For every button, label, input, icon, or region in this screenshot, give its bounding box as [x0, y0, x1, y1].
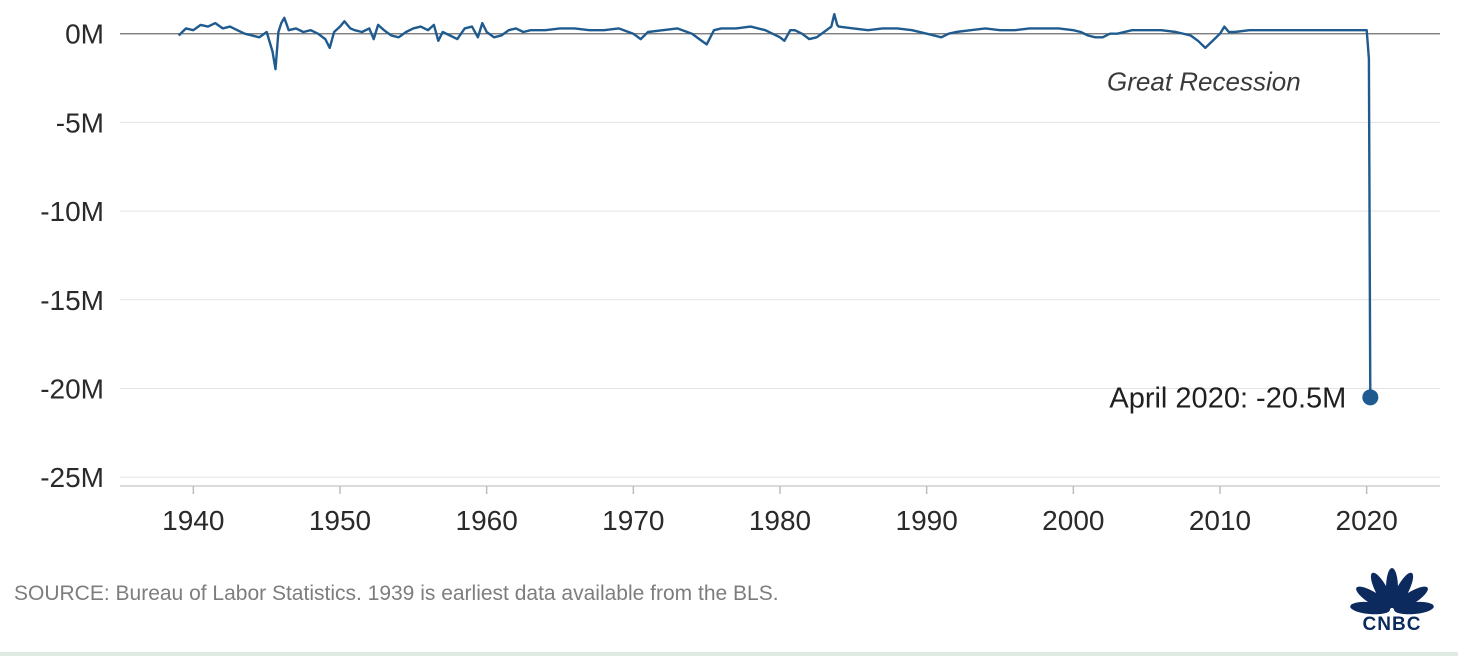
- great-recession-annotation: Great Recession: [1107, 67, 1301, 97]
- y-tick-label: -25M: [40, 462, 104, 493]
- x-tick-label: 1980: [749, 505, 811, 536]
- y-tick-label: 0M: [65, 19, 104, 50]
- x-tick-label: 1950: [309, 505, 371, 536]
- series-layer: [177, 12, 1372, 398]
- source-note: SOURCE: Bureau of Labor Statistics. 1939…: [14, 582, 779, 605]
- logo-wordmark: CNBC: [1362, 614, 1422, 635]
- y-tick-label: -15M: [40, 285, 104, 316]
- peacock-logo: [1350, 568, 1434, 615]
- logo: CNBC: [1346, 566, 1438, 638]
- x-tick-label: 1990: [896, 505, 958, 536]
- bottom-divider: [0, 652, 1458, 656]
- grid-lines: [120, 121, 1440, 478]
- axes: [120, 33, 1440, 494]
- y-tick-label: -10M: [40, 196, 104, 227]
- callout-point: [1362, 389, 1379, 406]
- x-tick-label: 2010: [1189, 505, 1251, 536]
- x-tick-label: 1970: [602, 505, 664, 536]
- x-tick-label: 1960: [456, 505, 518, 536]
- callout-label: April 2020: -20.5M: [1109, 382, 1346, 414]
- y-tick-label: -20M: [40, 373, 104, 404]
- tick-labels: 0M -5M -10M -15M -20M -25M 1940 1950 1960 1970 198…: [40, 19, 1398, 536]
- x-tick-label: 2020: [1336, 505, 1398, 536]
- x-tick-label: 1940: [162, 505, 224, 536]
- series-line: [177, 12, 1372, 398]
- y-tick-label: -5M: [56, 107, 104, 138]
- annotations: Great Recession April 2020: -20.5M: [1107, 67, 1379, 414]
- x-tick-label: 2000: [1042, 505, 1104, 536]
